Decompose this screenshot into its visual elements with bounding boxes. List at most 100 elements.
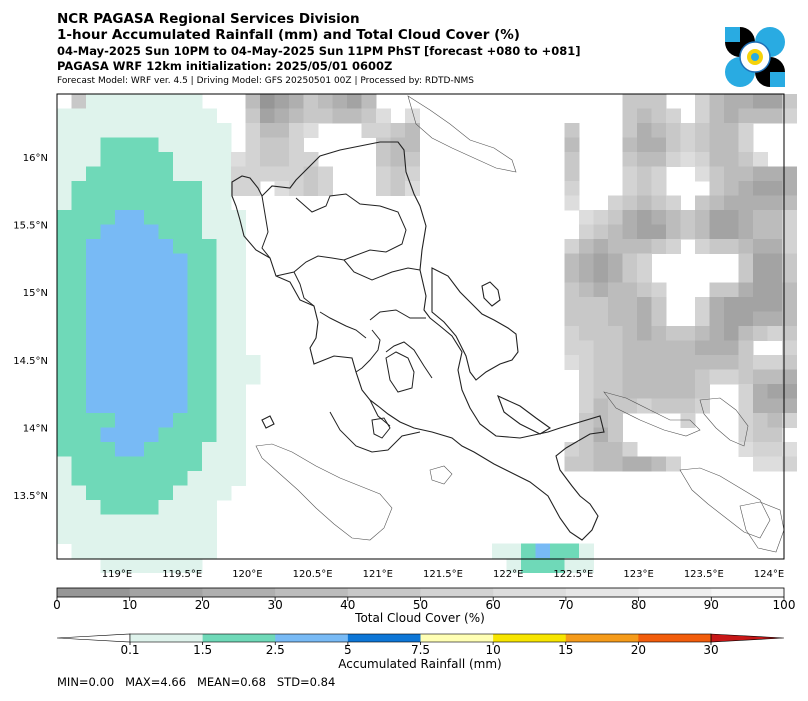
grid-cell: [202, 166, 217, 182]
grid-cell: [202, 442, 217, 457]
grid-cell: [608, 427, 623, 443]
grid-cell: [115, 442, 130, 457]
grid-cell: [318, 181, 333, 196]
grid-cell: [724, 297, 739, 312]
grid-cell: [579, 398, 594, 414]
rain-bar-tick-label: 2.5: [266, 643, 285, 657]
grid-cell: [231, 181, 246, 196]
grid-cell: [231, 471, 246, 486]
grid-cell: [57, 166, 72, 182]
grid-cell: [144, 442, 159, 457]
grid-cell: [289, 108, 304, 124]
grid-cell: [347, 94, 362, 109]
grid-cell: [202, 181, 217, 196]
grid-cell: [100, 108, 116, 124]
grid-cell: [767, 195, 783, 211]
grid-cell: [680, 224, 696, 240]
grid-cell: [767, 311, 783, 327]
grid-cell: [303, 108, 319, 124]
grid-cell: [100, 442, 116, 457]
grid-cell: [622, 268, 638, 283]
grid-cell: [753, 413, 768, 428]
grid-cell: [216, 413, 232, 428]
grid-cell: [115, 311, 130, 327]
grid-cell: [129, 456, 145, 472]
grid-cell: [564, 181, 580, 196]
grid-cell: [724, 94, 739, 109]
grid-cell: [767, 282, 783, 298]
grid-cell: [289, 152, 304, 167]
grid-cell: [738, 210, 754, 225]
rain-bar-tick-label: 30: [703, 643, 718, 657]
grid-cell: [245, 166, 261, 182]
grid-cell: [187, 384, 203, 399]
grid-cell: [129, 137, 145, 153]
grid-cell: [57, 253, 72, 269]
grid-cell: [231, 326, 246, 341]
grid-cell: [695, 311, 710, 327]
grid-cell: [158, 311, 174, 327]
grid-cell: [158, 137, 174, 153]
grid-cell: [637, 108, 652, 124]
grid-cell: [100, 485, 116, 501]
lon-tick-label: 122°E: [493, 569, 523, 580]
grid-cell: [245, 108, 261, 124]
cloud-bar-segment: [129, 588, 203, 597]
grid-cell: [144, 94, 159, 109]
grid-cell: [158, 108, 174, 124]
grid-cell: [579, 442, 594, 457]
grid-cell: [129, 369, 145, 385]
grid-cell: [695, 384, 710, 399]
grid-cell: [216, 369, 232, 385]
grid-cell: [129, 311, 145, 327]
grid-cell: [86, 166, 101, 182]
grid-cell: [100, 340, 116, 356]
cloud-bar-tick-label: 10: [122, 598, 137, 612]
grid-cell: [57, 456, 72, 472]
grid-cell: [593, 253, 609, 269]
grid-cell: [709, 297, 725, 312]
grid-cell: [86, 253, 101, 269]
grid-cell: [231, 297, 246, 312]
grid-cell: [86, 181, 101, 196]
grid-cell: [216, 297, 232, 312]
grid-cell: [767, 413, 783, 428]
grid-cell: [173, 268, 188, 283]
grid-cell: [115, 195, 130, 211]
grid-cell: [709, 195, 725, 211]
grid-cell: [782, 166, 797, 182]
grid-cell: [695, 355, 710, 370]
grid-cell: [579, 253, 594, 269]
grid-cell: [86, 529, 101, 544]
cloud-bar-tick-label: 80: [631, 598, 646, 612]
grid-cell: [376, 181, 391, 196]
grid-cell: [187, 340, 203, 356]
grid-cell: [86, 456, 101, 472]
grid-cell: [738, 181, 754, 196]
grid-cell: [622, 297, 638, 312]
grid-cell: [260, 137, 275, 153]
lon-tick-label: 123.5°E: [684, 569, 724, 580]
grid-cell: [521, 543, 536, 559]
grid-cell: [144, 181, 159, 196]
grid-cell: [173, 500, 188, 515]
grid-cell: [579, 384, 594, 399]
grid-cell: [767, 398, 783, 414]
grid-cell: [173, 529, 188, 544]
grid-cell: [86, 500, 101, 515]
grid-cell: [100, 123, 116, 138]
rain-bar-min-extend: [56, 633, 131, 643]
grid-cell: [129, 195, 145, 211]
grid-cell: [202, 297, 217, 312]
grid-cell: [202, 369, 217, 385]
grid-cell: [57, 529, 72, 544]
grid-cell: [187, 355, 203, 370]
grid-cell: [173, 297, 188, 312]
grid-cell: [651, 123, 667, 138]
grid-cell: [115, 268, 130, 283]
rain-bar-segment: [130, 634, 204, 642]
grid-cell: [738, 152, 754, 167]
grid-cell: [71, 398, 87, 414]
grid-cell: [202, 384, 217, 399]
grid-cell: [173, 108, 188, 124]
